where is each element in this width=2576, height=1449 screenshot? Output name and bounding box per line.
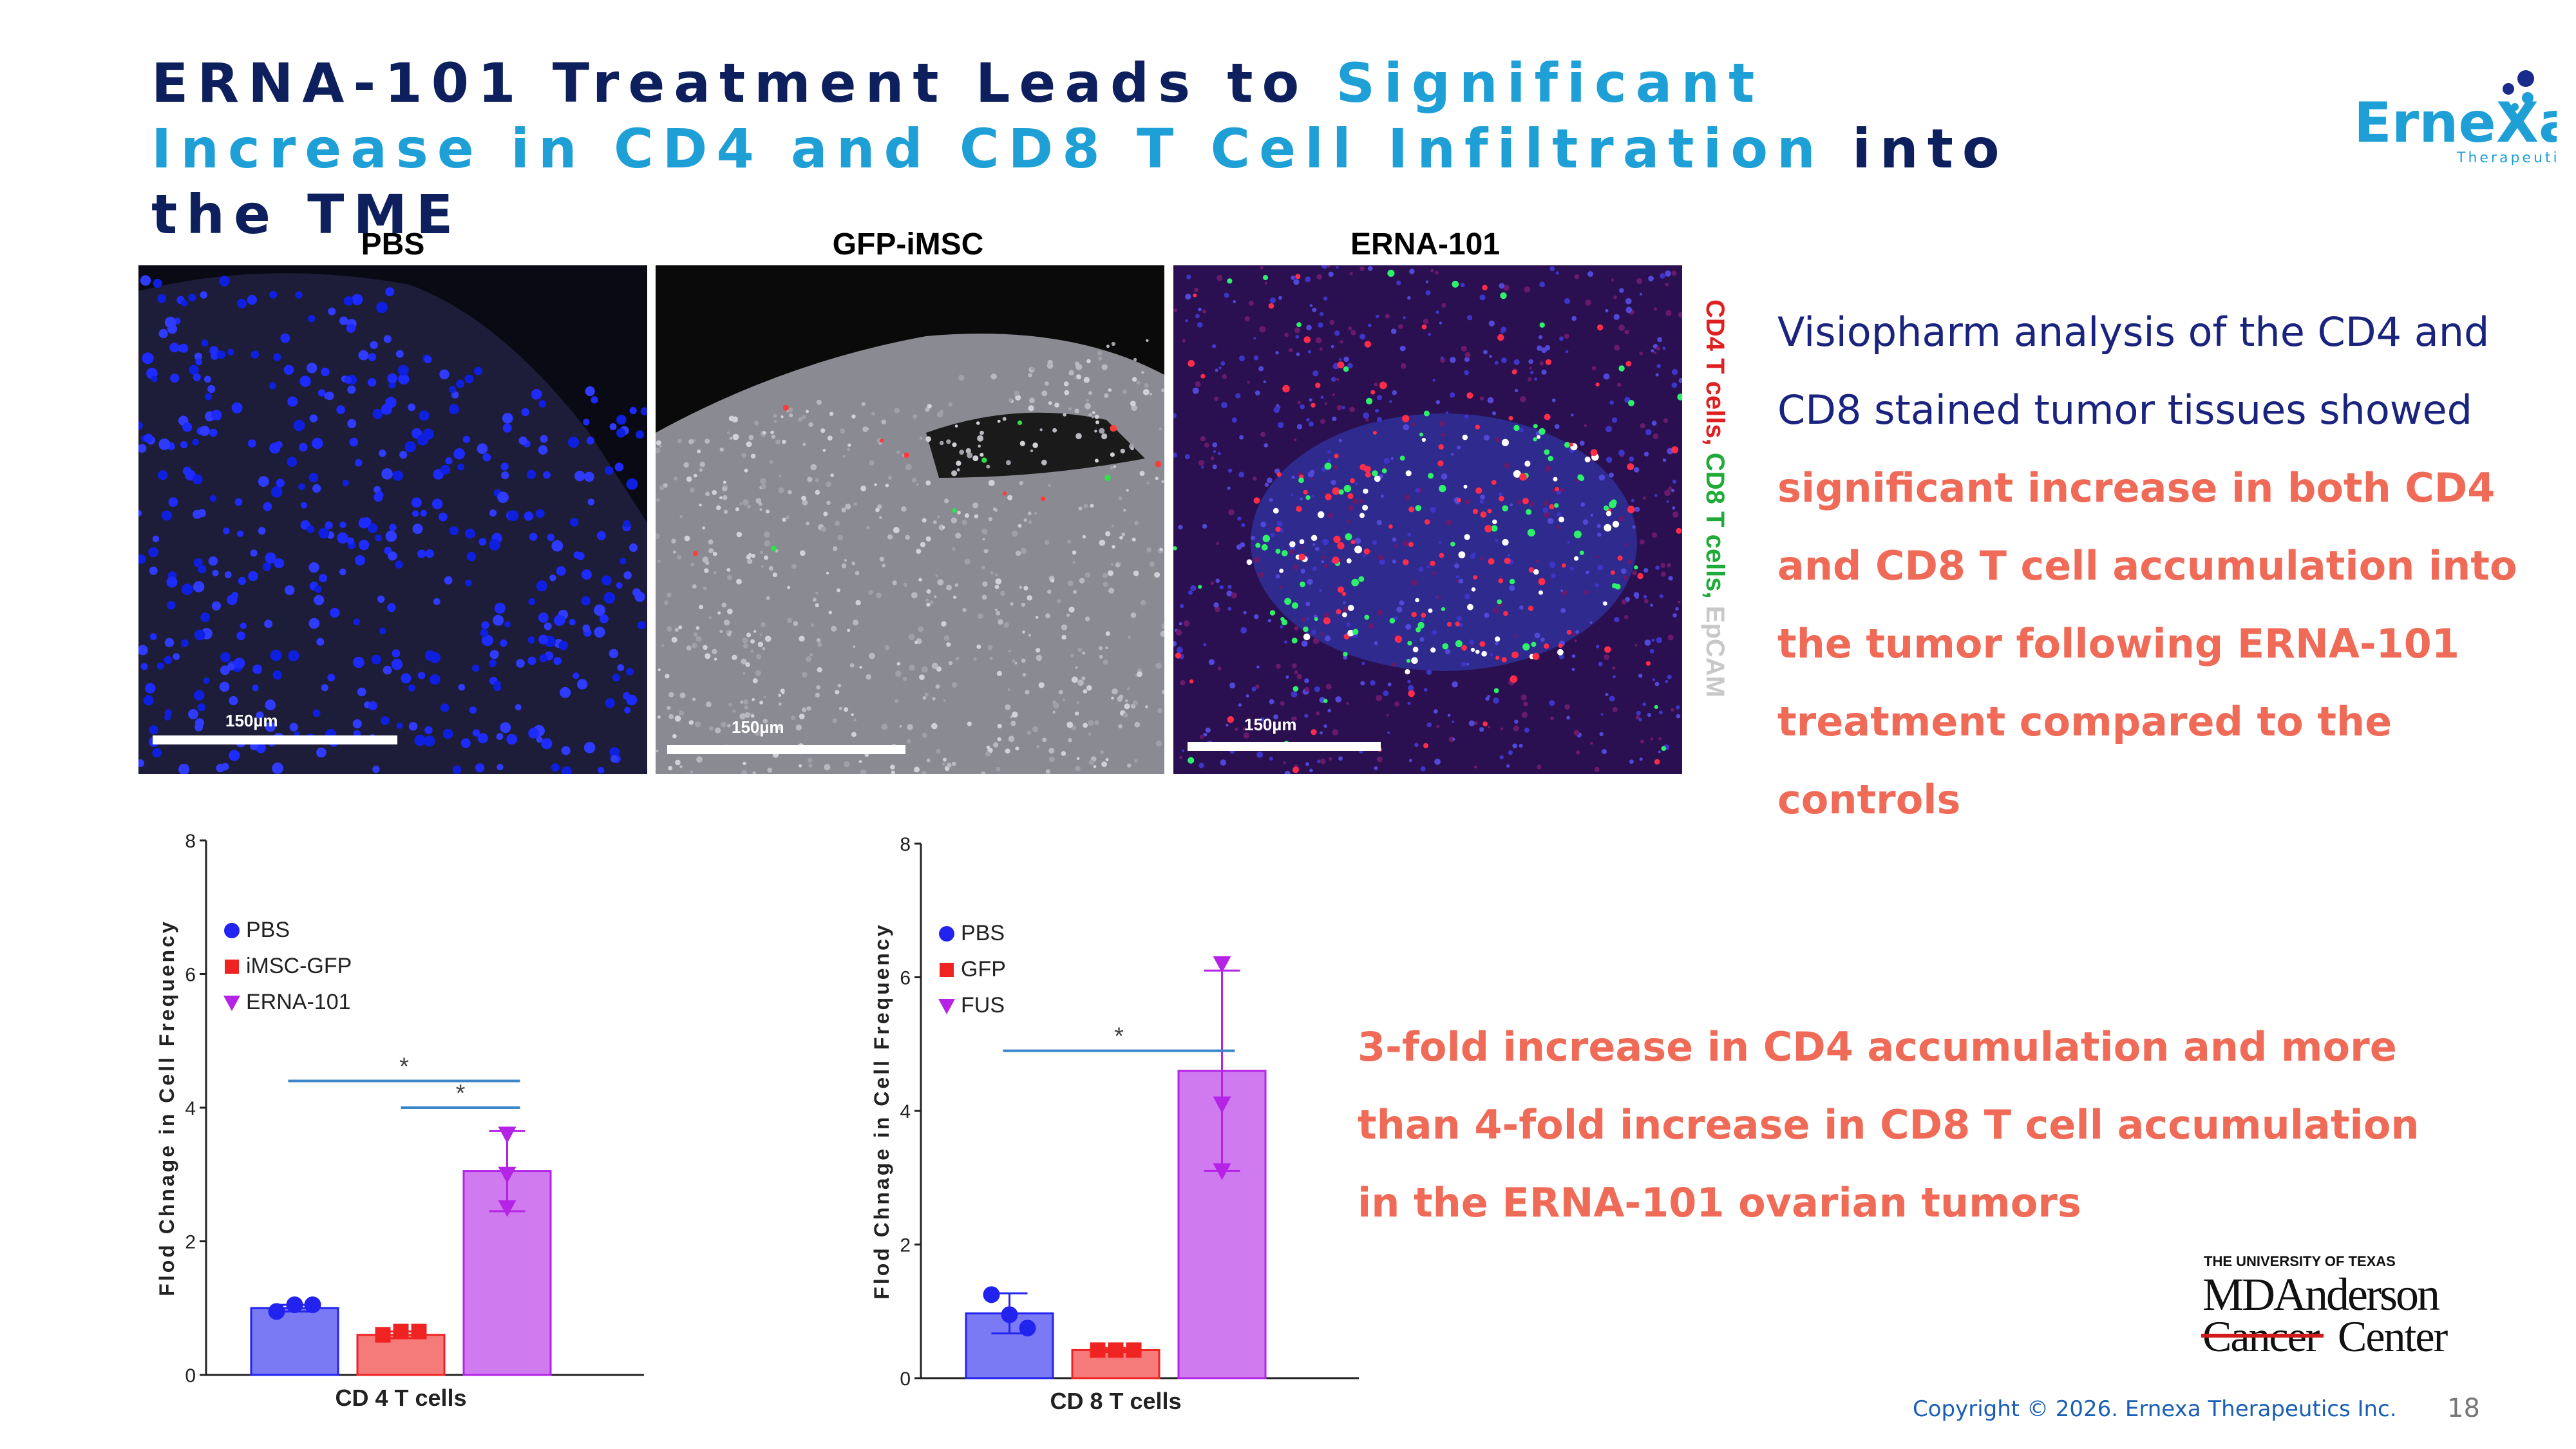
bar-pbs: [250, 1307, 339, 1376]
y-tick-label: 0: [185, 1365, 196, 1387]
significance-star: *: [456, 1080, 466, 1107]
title-part-3: into the TME: [151, 117, 2009, 246]
y-axis-label: Flod Chnage in Cell Frequency: [155, 919, 178, 1296]
legend-marker: [223, 996, 240, 1011]
y-tick-label: 0: [900, 1368, 911, 1390]
data-point: [498, 1200, 516, 1217]
md-anderson-logo: THE UNIVERSITY OF TEXAS MDAnderson Cance…: [2183, 1248, 2479, 1361]
mda-line4: Center: [2338, 1312, 2448, 1358]
legend-label: iMSC-GFP: [246, 954, 352, 978]
y-tick-label: 2: [900, 1235, 911, 1256]
legend-marker: [225, 960, 239, 974]
legend-marker: [940, 963, 954, 977]
ernexa-logo-graphic: ErneXa Therapeutics: [2354, 70, 2576, 166]
y-tick-label: 6: [185, 965, 196, 986]
significance-star: *: [1114, 1023, 1124, 1050]
data-point: [498, 1126, 516, 1144]
data-point: [1001, 1306, 1018, 1323]
panel-label-erna-101: ERNA-101: [1350, 227, 1501, 261]
chart-cd8: 0 2 4 6 8 Flod Chnage in Cell Frequency CD 8 T…: [857, 821, 1397, 1443]
micrograph-gfp-imsc: 150µm: [656, 265, 1164, 774]
stain-epcam: EpCAM: [1701, 606, 1729, 697]
y-tick-label: 8: [900, 834, 911, 855]
scale-bar-label: 150µm: [732, 717, 784, 737]
data-point: [393, 1323, 409, 1340]
data-point: [1213, 1163, 1231, 1180]
data-point: [1213, 956, 1231, 973]
data-point: [1019, 1320, 1036, 1337]
bar-imsc-gfp: [356, 1334, 446, 1376]
svg-text:CD4 T cells, CD8 T cells: CD4 T cells, CD8 T cells, EpCAM: [1701, 299, 1729, 697]
y-tick-label: 2: [185, 1232, 196, 1253]
y-axis-label: Flod Chnage in Cell Frequency: [870, 922, 893, 1299]
data-point: [1090, 1342, 1106, 1358]
legend-label: FUS: [961, 993, 1005, 1018]
stain-cd8: CD8 T cells,: [1701, 453, 1729, 599]
logo-subtext: Therapeutics: [2456, 150, 2557, 166]
data-point: [1108, 1342, 1124, 1358]
legend-label: ERNA-101: [246, 990, 351, 1014]
scale-bar-label: 150µm: [1244, 715, 1296, 734]
chart-cd4: 0 2 4 6 8 Flod Chnage in Cell Frequency CD 4 T…: [142, 818, 683, 1439]
data-point: [375, 1327, 391, 1343]
data-point: [498, 1166, 516, 1184]
x-axis-label: CD 8 T cells: [1050, 1388, 1181, 1414]
legend-label: GFP: [961, 957, 1006, 981]
copyright-footer: Copyright © 2026. Ernexa Therapeutics In…: [1913, 1396, 2397, 1422]
panel-label-gfp-imsc: GFP-iMSC: [832, 227, 984, 261]
data-point: [1126, 1342, 1142, 1358]
chart-cd8-svg: 0 2 4 6 8 Flod Chnage in Cell Frequency CD 8 T…: [870, 834, 1359, 1414]
stain-cd4: CD4 T cells,: [1701, 299, 1729, 446]
slide-title: ERNA-101 Treatment Leads to Significant …: [151, 50, 2019, 247]
data-point: [286, 1296, 303, 1314]
mda-line2: MDAnderson: [2202, 1269, 2439, 1320]
data-point: [1213, 1096, 1231, 1113]
description-bold: significant increase in both CD4 and CD8…: [1777, 464, 2517, 823]
logo-text: ErneXa: [2354, 91, 2557, 155]
legend-marker: [224, 923, 240, 938]
analysis-description: Visiopharm analysis of the CD4 and CD8 s…: [1777, 293, 2563, 838]
scale-bar-label: 150µm: [225, 711, 278, 730]
data-point: [304, 1296, 321, 1314]
micrograph-erna-101: 150µm: [1173, 265, 1682, 774]
legend-label: PBS: [246, 918, 290, 942]
data-point: [983, 1286, 1000, 1303]
ernexa-logo: ErneXa Therapeutics: [2344, 64, 2576, 180]
x-axis-label: CD 4 T cells: [335, 1385, 466, 1411]
legend-label: PBS: [961, 921, 1005, 945]
title-part-1: ERNA-101 Treatment Leads to: [151, 52, 1336, 115]
chart-cd4-svg: 0 2 4 6 8 Flod Chnage in Cell Frequency CD 4 T…: [155, 831, 644, 1411]
y-tick-label: 4: [185, 1098, 196, 1119]
y-tick-label: 6: [900, 968, 911, 989]
data-point: [268, 1303, 285, 1320]
micrograph-pbs: 150µm: [138, 265, 647, 774]
mda-line1: THE UNIVERSITY OF TEXAS: [2204, 1253, 2396, 1269]
data-point: [411, 1323, 427, 1340]
bar-erna-101: [462, 1170, 552, 1376]
legend-marker: [939, 926, 954, 942]
legend-marker: [938, 999, 955, 1014]
panel-label-pbs: PBS: [361, 227, 425, 261]
description-plain: Visiopharm analysis of the CD4 and CD8 s…: [1777, 308, 2490, 433]
fold-increase-text: 3-fold increase in CD4 accumulation and …: [1358, 1023, 2420, 1226]
y-tick-label: 8: [185, 831, 196, 852]
title-highlight: Significant Increase in CD4 and CD8 T Ce…: [151, 52, 1824, 180]
stain-legend: CD4 T cells, CD8 T cells, EpCAM: [1687, 299, 1745, 750]
y-tick-label: 4: [900, 1101, 911, 1122]
page-number: 18: [2447, 1394, 2480, 1423]
significance-star: *: [399, 1054, 409, 1081]
